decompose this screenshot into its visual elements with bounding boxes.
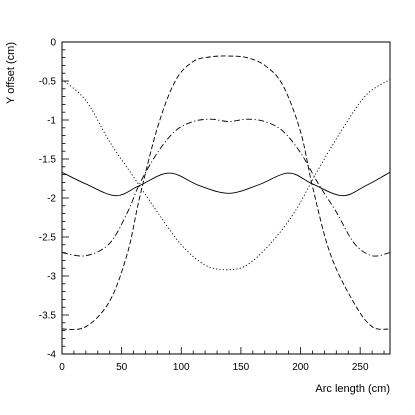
y-tick-label: -2.5 (39, 233, 57, 244)
plot-frame (61, 41, 391, 355)
y-axis: 0 -0.5 -1 -1.5 -2 -2.5 -3 -3.5 -4 (39, 38, 69, 361)
x-tick-label: 50 (116, 362, 128, 373)
y-axis-title: Y offset (cm) (5, 42, 17, 104)
x-tick-label: 0 (59, 362, 65, 373)
y-tick-label: -1.5 (39, 155, 57, 166)
y-tick-label: -0.5 (39, 77, 57, 88)
x-tick-label: 200 (292, 362, 309, 373)
y-tick-label: -3 (47, 272, 56, 283)
x-axis-title: Arc length (cm) (315, 383, 390, 395)
series-line-2 (61, 79, 391, 271)
x-tick-label: 100 (173, 362, 190, 373)
x-tick-label: 150 (233, 362, 250, 373)
series-group (61, 55, 391, 330)
y-tick-label: -3.5 (39, 311, 57, 322)
series-line-1 (61, 171, 391, 197)
x-axis: 0 50 100 150 200 250 (59, 347, 385, 373)
y-tick-label: 0 (50, 38, 56, 49)
y-tick-label: -1 (47, 116, 56, 127)
y-tick-label: -4 (47, 350, 56, 361)
x-tick-label: 250 (352, 362, 369, 373)
series-line-4 (61, 55, 391, 330)
series-line-3 (61, 118, 391, 257)
y-tick-label: -2 (47, 194, 56, 205)
